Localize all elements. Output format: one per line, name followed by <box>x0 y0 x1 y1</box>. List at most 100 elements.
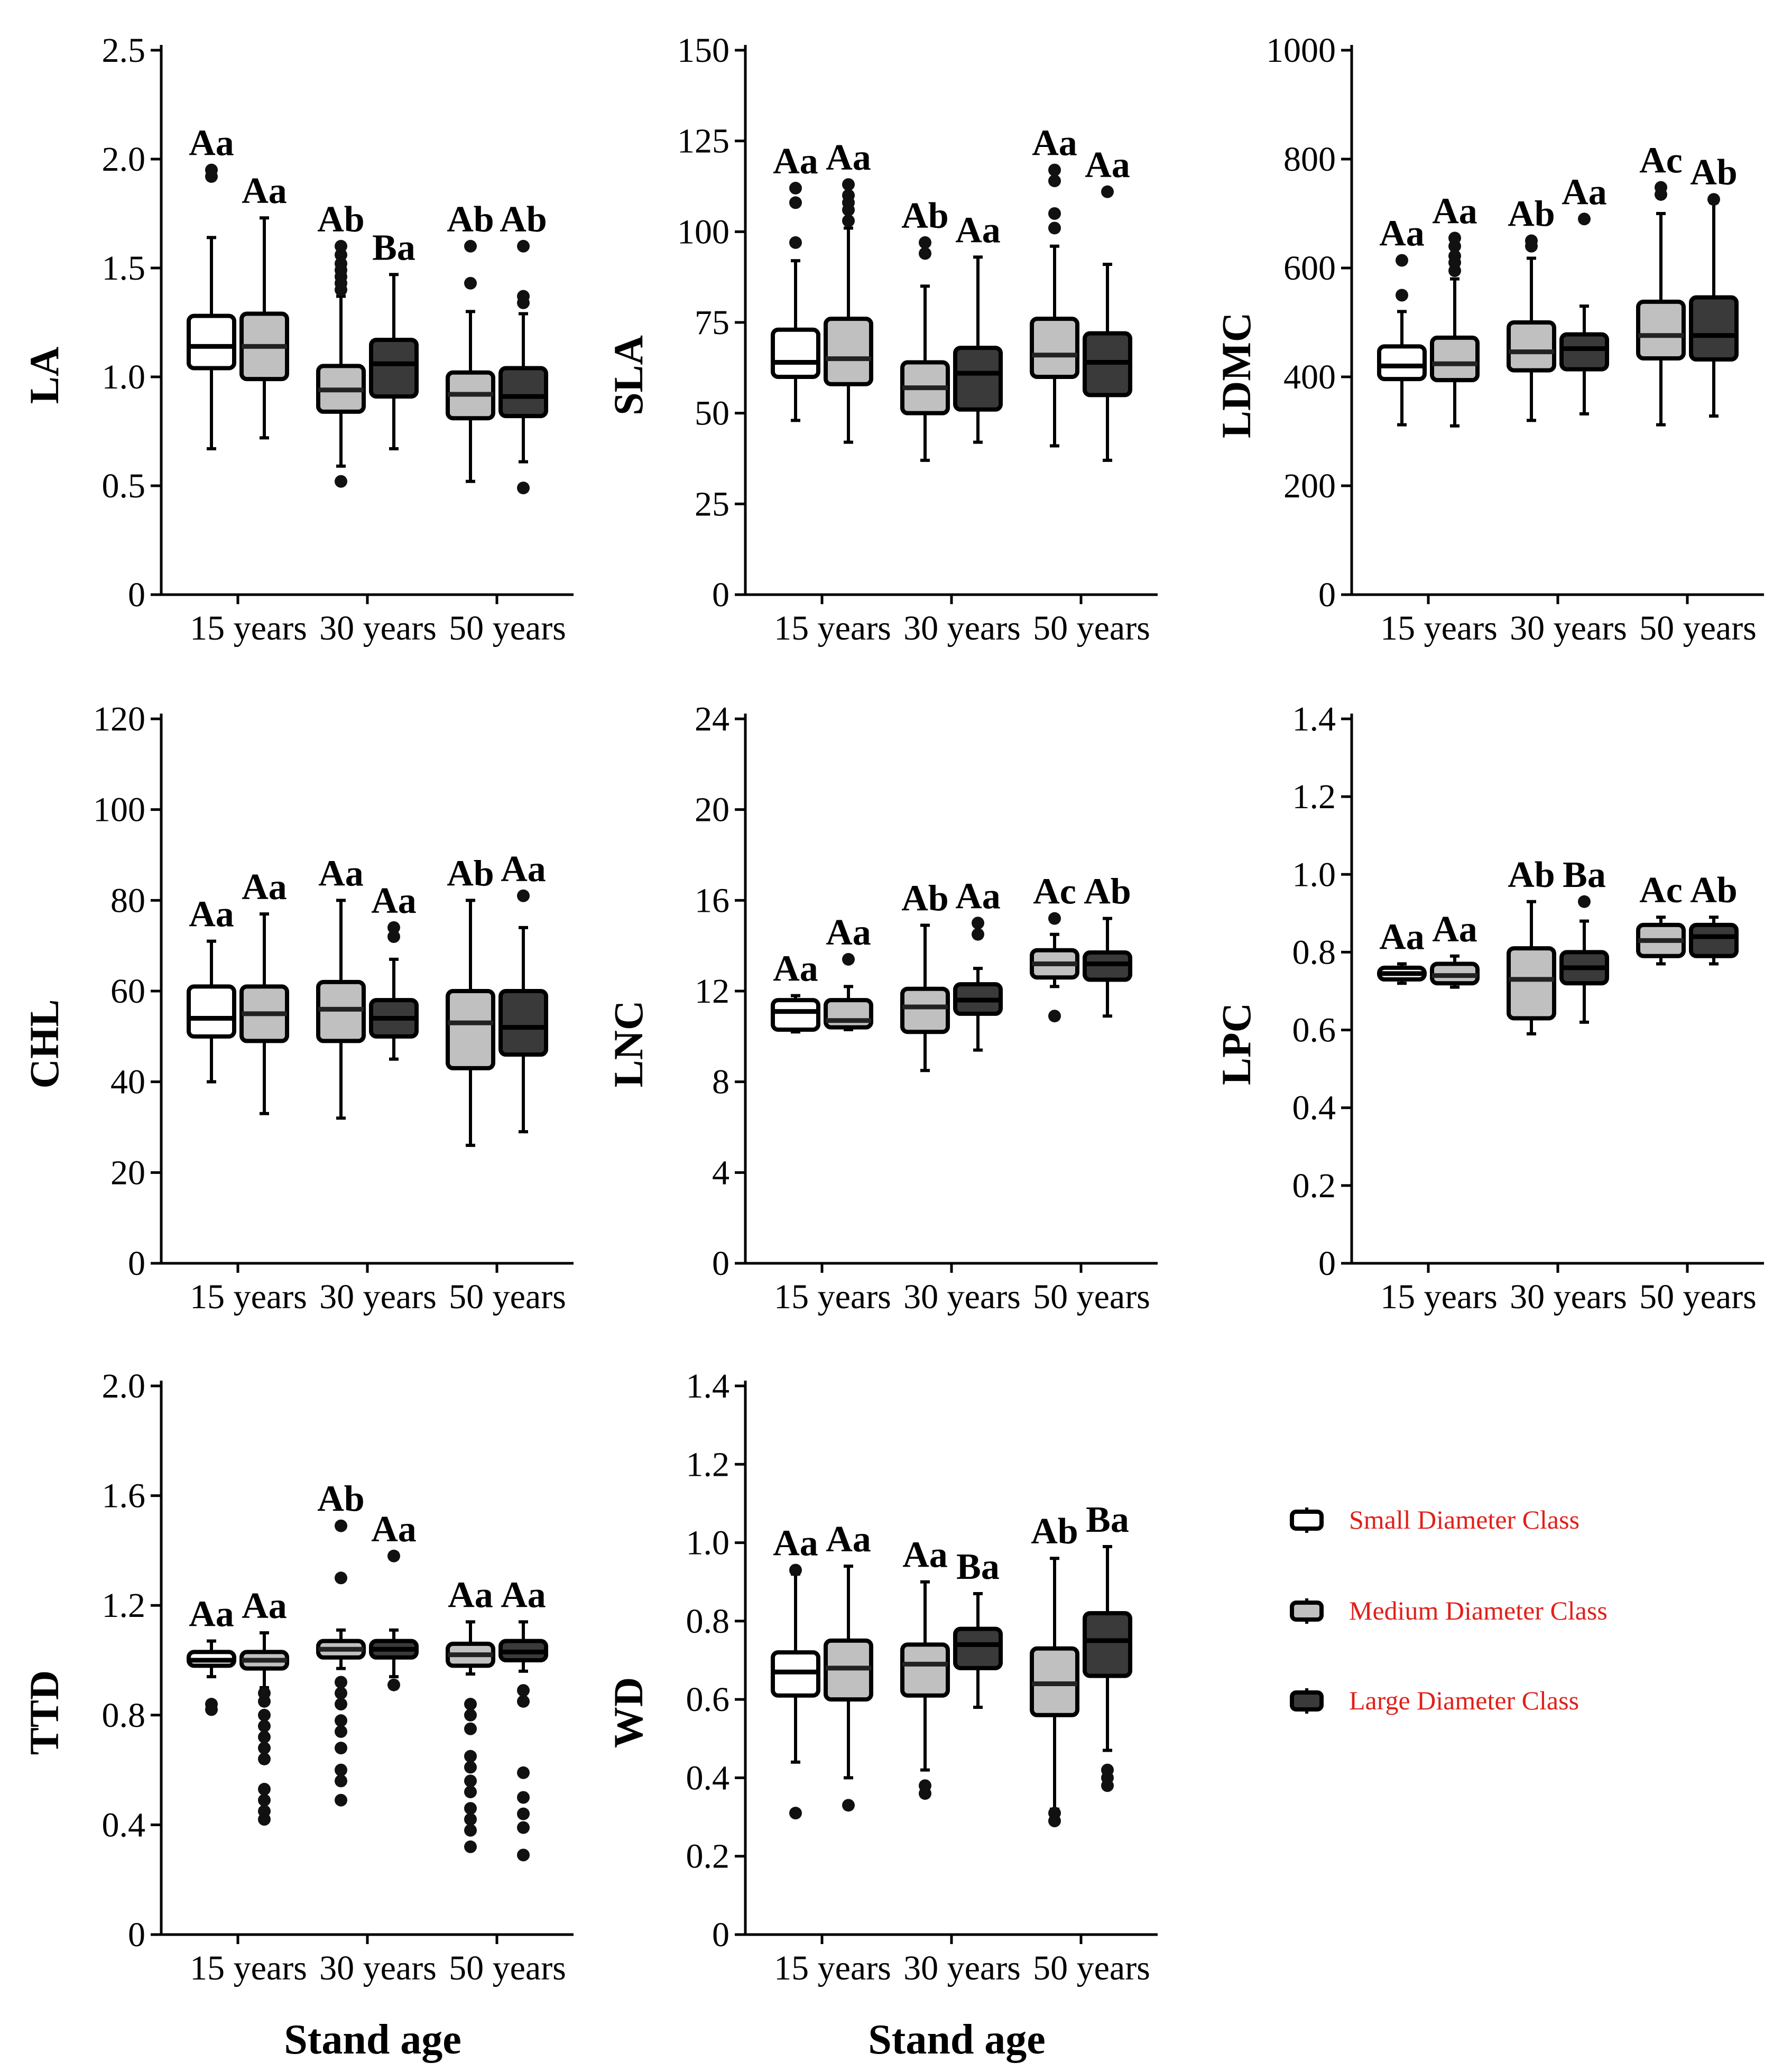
outlier-point <box>842 952 855 966</box>
y-axis-label: LA <box>21 347 67 404</box>
box-medium-50-years: Ac <box>1636 141 1686 427</box>
outlier-point <box>335 257 347 270</box>
box-small-15-years: Aa <box>1377 917 1427 985</box>
significance-label: Aa <box>826 1519 871 1560</box>
outlier-point <box>1448 249 1461 263</box>
y-tick-label: 0.4 <box>102 1806 146 1844</box>
outlier-point <box>1707 193 1720 206</box>
y-tick-label: 1.0 <box>1292 855 1336 894</box>
significance-label: Aa <box>826 912 871 953</box>
significance-label: Aa <box>189 1594 234 1635</box>
y-tick-label: 20 <box>110 1153 145 1192</box>
y-tick-label: 16 <box>695 881 729 920</box>
box-body <box>900 1642 950 1698</box>
box-large-50-years: Ba <box>1083 1500 1132 1792</box>
outlier-point <box>1048 1010 1061 1023</box>
box-medium-30-years: Ab <box>900 196 950 462</box>
x-tick-label: 30 years <box>1510 609 1627 648</box>
significance-label: Aa <box>1085 145 1130 186</box>
box-medium-15-years: Aa <box>824 1519 873 1812</box>
box-medium-30-years: Aa <box>316 853 366 1120</box>
legend-item-large: Large Diameter Class <box>1290 1686 1579 1715</box>
outlier-point <box>464 1824 477 1837</box>
significance-label: Aa <box>955 210 1001 251</box>
box-large-50-years: Ab <box>1689 870 1739 966</box>
box-medium-15-years: Aa <box>1430 191 1480 428</box>
box-medium-50-years: Ab <box>446 199 495 483</box>
outlier-point <box>387 930 400 943</box>
outlier-point <box>1101 185 1114 198</box>
box-body <box>1083 1611 1132 1678</box>
outlier-point <box>464 1698 477 1711</box>
box-body <box>498 366 548 419</box>
significance-label: Ba <box>956 1547 1000 1587</box>
y-tick-label: 125 <box>677 122 729 161</box>
x-tick-label: 15 years <box>774 1278 891 1316</box>
significance-label: Aa <box>371 881 417 921</box>
y-tick-label: 80 <box>110 881 145 920</box>
y-tick-label: 100 <box>677 212 729 251</box>
y-axis-label: WD <box>605 1677 651 1748</box>
significance-label: Aa <box>318 853 364 894</box>
y-tick-label: 0 <box>1318 1244 1336 1283</box>
chart-panel-la: 0 0.5 1.0 1.5 2.0 2.5 LA 15 years 30 years 50 yea… <box>21 31 574 648</box>
y-tick-label: 60 <box>110 972 145 1011</box>
y-tick-label: 0.8 <box>1292 933 1336 972</box>
box-medium-15-years: Aa <box>239 171 289 440</box>
outlier-point <box>789 196 802 209</box>
x-tick-label: 50 years <box>1639 609 1757 648</box>
y-tick-label: 0 <box>712 1916 729 1954</box>
legend-swatch-medium <box>1290 1601 1324 1622</box>
outlier-point <box>387 921 400 934</box>
box-medium-50-years: Aa <box>1030 123 1079 448</box>
box-body <box>1636 299 1686 360</box>
box-body <box>1430 335 1480 383</box>
box-large-30-years: Aa <box>369 1509 419 1691</box>
significance-label: Aa <box>189 123 234 164</box>
box-small-15-years: Aa <box>771 141 820 422</box>
outlier-point <box>335 1763 347 1777</box>
significance-label: Aa <box>242 867 287 908</box>
box-medium-15-years: Aa <box>824 137 873 444</box>
box-body <box>953 346 1003 412</box>
chart-panel-lnc: 0 4 8 12 16 20 24 LNC 15 years 30 years 50 years Aa… <box>605 700 1158 1316</box>
y-tick-label: 0.2 <box>686 1837 730 1876</box>
outlier-point <box>335 1698 347 1711</box>
y-tick-label: 400 <box>1283 358 1336 396</box>
outlier-point <box>919 1779 931 1792</box>
outlier-point <box>972 928 984 941</box>
significance-label: Aa <box>371 1509 417 1550</box>
box-medium-15-years: Aa <box>239 1586 289 1826</box>
y-tick-label: 2.5 <box>102 31 146 70</box>
significance-label: Ab <box>1031 1511 1078 1552</box>
x-tick-label: 15 years <box>774 609 891 648</box>
outlier-point <box>464 1722 477 1735</box>
outlier-point <box>387 1549 400 1562</box>
box-small-15-years: Aa <box>771 949 820 1034</box>
box-body <box>824 998 873 1030</box>
significance-label: Ab <box>447 853 494 894</box>
significance-label: Aa <box>189 894 234 935</box>
outlier-point <box>517 290 530 303</box>
significance-label: Aa <box>1432 909 1477 950</box>
outlier-point <box>464 1708 477 1722</box>
significance-label: Ab <box>317 199 364 240</box>
outlier-point <box>464 239 477 253</box>
significance-label: Ab <box>317 1479 364 1520</box>
chart-panel-chl: 0 20 40 60 80 100 120 CHL 15 years 30 years 50 yea… <box>21 700 574 1316</box>
outlier-point <box>789 1564 802 1577</box>
significance-label: Aa <box>902 1535 948 1576</box>
y-tick-label: 1.4 <box>686 1367 730 1405</box>
outlier-point <box>789 1807 802 1820</box>
outlier-point <box>1048 174 1061 188</box>
box-large-50-years: Ab <box>498 199 548 495</box>
y-tick-label: 0.8 <box>686 1602 730 1641</box>
x-tick-label: 30 years <box>319 1278 437 1316</box>
outlier-point <box>335 475 347 488</box>
outlier-point <box>1048 912 1061 925</box>
outlier-point <box>842 1799 855 1812</box>
box-large-50-years: Ab <box>1083 872 1132 1018</box>
significance-label: Aa <box>1379 214 1425 254</box>
y-tick-label: 0 <box>128 1916 145 1954</box>
y-tick-label: 2.0 <box>102 140 146 179</box>
